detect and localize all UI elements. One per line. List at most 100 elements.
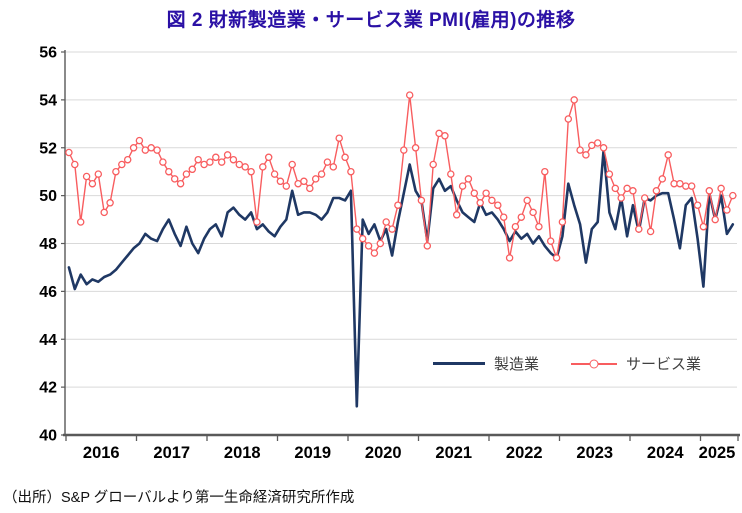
services-data-marker <box>693 201 702 209</box>
services-data-marker <box>617 194 625 202</box>
y-tick-label-48: 48 <box>39 236 57 253</box>
services-data-marker <box>341 153 349 162</box>
services-data-marker <box>576 146 584 154</box>
services-data-marker <box>165 167 173 176</box>
services-data-marker <box>317 170 326 178</box>
services-data-marker <box>282 182 291 190</box>
series-line-manufacturing <box>67 148 735 408</box>
services-legend-label: サービス業 <box>626 356 702 373</box>
services-data-marker <box>488 196 496 205</box>
services-data-marker <box>335 134 343 142</box>
services-data-marker <box>153 146 161 154</box>
services-data-marker <box>323 158 332 166</box>
services-data-marker <box>582 151 590 159</box>
services-data-marker <box>306 184 314 193</box>
x-tick-label-2016: 2016 <box>83 444 120 462</box>
x-tick-label-2020: 2020 <box>365 444 402 462</box>
services-data-marker <box>170 175 179 183</box>
x-tick-label-2025: 2025 <box>699 444 736 462</box>
y-tick-label-54: 54 <box>39 92 57 109</box>
services-data-marker <box>570 96 578 104</box>
services-data-marker <box>382 218 390 226</box>
services-data-marker <box>311 175 320 183</box>
y-tick-label-42: 42 <box>39 380 57 397</box>
services-data-marker <box>499 213 508 221</box>
x-tick-label-2018: 2018 <box>224 444 261 462</box>
services-data-marker <box>65 148 73 157</box>
services-data-marker <box>558 218 567 226</box>
services-data-marker <box>129 144 138 152</box>
x-tick-label-2023: 2023 <box>576 444 613 462</box>
services-data-marker <box>176 179 185 188</box>
services-data-marker <box>494 201 502 209</box>
services-data-marker <box>529 208 537 217</box>
services-data-marker <box>259 163 267 171</box>
services-data-marker <box>482 189 490 197</box>
services-data-marker <box>159 158 167 166</box>
services-data-marker <box>523 196 531 205</box>
services-data-marker <box>552 254 561 262</box>
services-data-marker <box>429 160 437 169</box>
services-data-marker <box>729 191 737 200</box>
services-data-marker <box>264 153 273 162</box>
services-data-marker <box>123 155 132 164</box>
services-data-marker <box>300 177 308 186</box>
services-data-marker <box>417 196 426 205</box>
services-data-marker <box>364 242 373 250</box>
services-data-marker <box>370 249 379 257</box>
services-data-marker <box>206 158 214 166</box>
services-data-marker <box>112 167 120 176</box>
services-data-marker <box>353 225 361 233</box>
services-data-marker <box>593 139 602 147</box>
services-data-marker <box>635 225 643 233</box>
services-data-marker <box>71 160 79 169</box>
services-data-marker <box>723 206 731 214</box>
services-data-marker <box>652 187 661 195</box>
services-data-marker <box>505 254 514 262</box>
services-data-marker <box>452 211 461 219</box>
services-data-marker <box>135 136 144 145</box>
services-data-marker <box>464 175 473 183</box>
services-data-marker <box>388 225 396 233</box>
y-tick-label-46: 46 <box>39 284 57 301</box>
y-tick-label-52: 52 <box>39 140 57 157</box>
services-data-marker <box>546 237 555 245</box>
services-data-marker <box>535 222 543 231</box>
y-tick-label-40: 40 <box>39 428 57 445</box>
services-data-marker <box>347 167 355 176</box>
services-data-marker <box>717 184 725 193</box>
services-data-marker <box>517 213 526 221</box>
services-data-marker <box>288 160 296 169</box>
x-tick-label-2019: 2019 <box>294 444 331 462</box>
source-note: （出所）S&P グローバルより第一生命経済研究所作成 <box>3 490 355 506</box>
services-data-marker <box>76 218 85 226</box>
services-data-marker <box>411 144 420 152</box>
y-tick-label-50: 50 <box>39 188 57 205</box>
services-data-marker <box>687 182 696 190</box>
services-data-marker <box>405 91 414 99</box>
services-data-marker <box>458 182 467 190</box>
services-data-marker <box>247 167 255 176</box>
services-data-marker <box>658 175 667 183</box>
services-data-marker <box>212 153 220 162</box>
services-data-marker <box>441 132 449 140</box>
x-tick-label-2024: 2024 <box>647 444 685 462</box>
services-circle-marker-icon <box>589 359 599 368</box>
x-tick-label-2022: 2022 <box>506 444 543 462</box>
services-data-marker <box>447 170 455 178</box>
services-data-marker <box>470 189 479 197</box>
services-data-marker <box>394 201 402 209</box>
services-data-marker <box>194 155 202 164</box>
services-data-marker <box>241 163 249 171</box>
services-data-marker <box>253 218 261 226</box>
services-data-marker <box>82 172 91 181</box>
x-tick-label-2017: 2017 <box>153 444 190 462</box>
services-data-marker <box>229 155 238 164</box>
services-data-marker <box>705 187 714 195</box>
services-data-marker <box>611 184 620 193</box>
manufacturing-legend-label: 製造業 <box>494 356 540 373</box>
services-data-marker <box>88 179 97 188</box>
services-data-marker <box>276 177 285 186</box>
